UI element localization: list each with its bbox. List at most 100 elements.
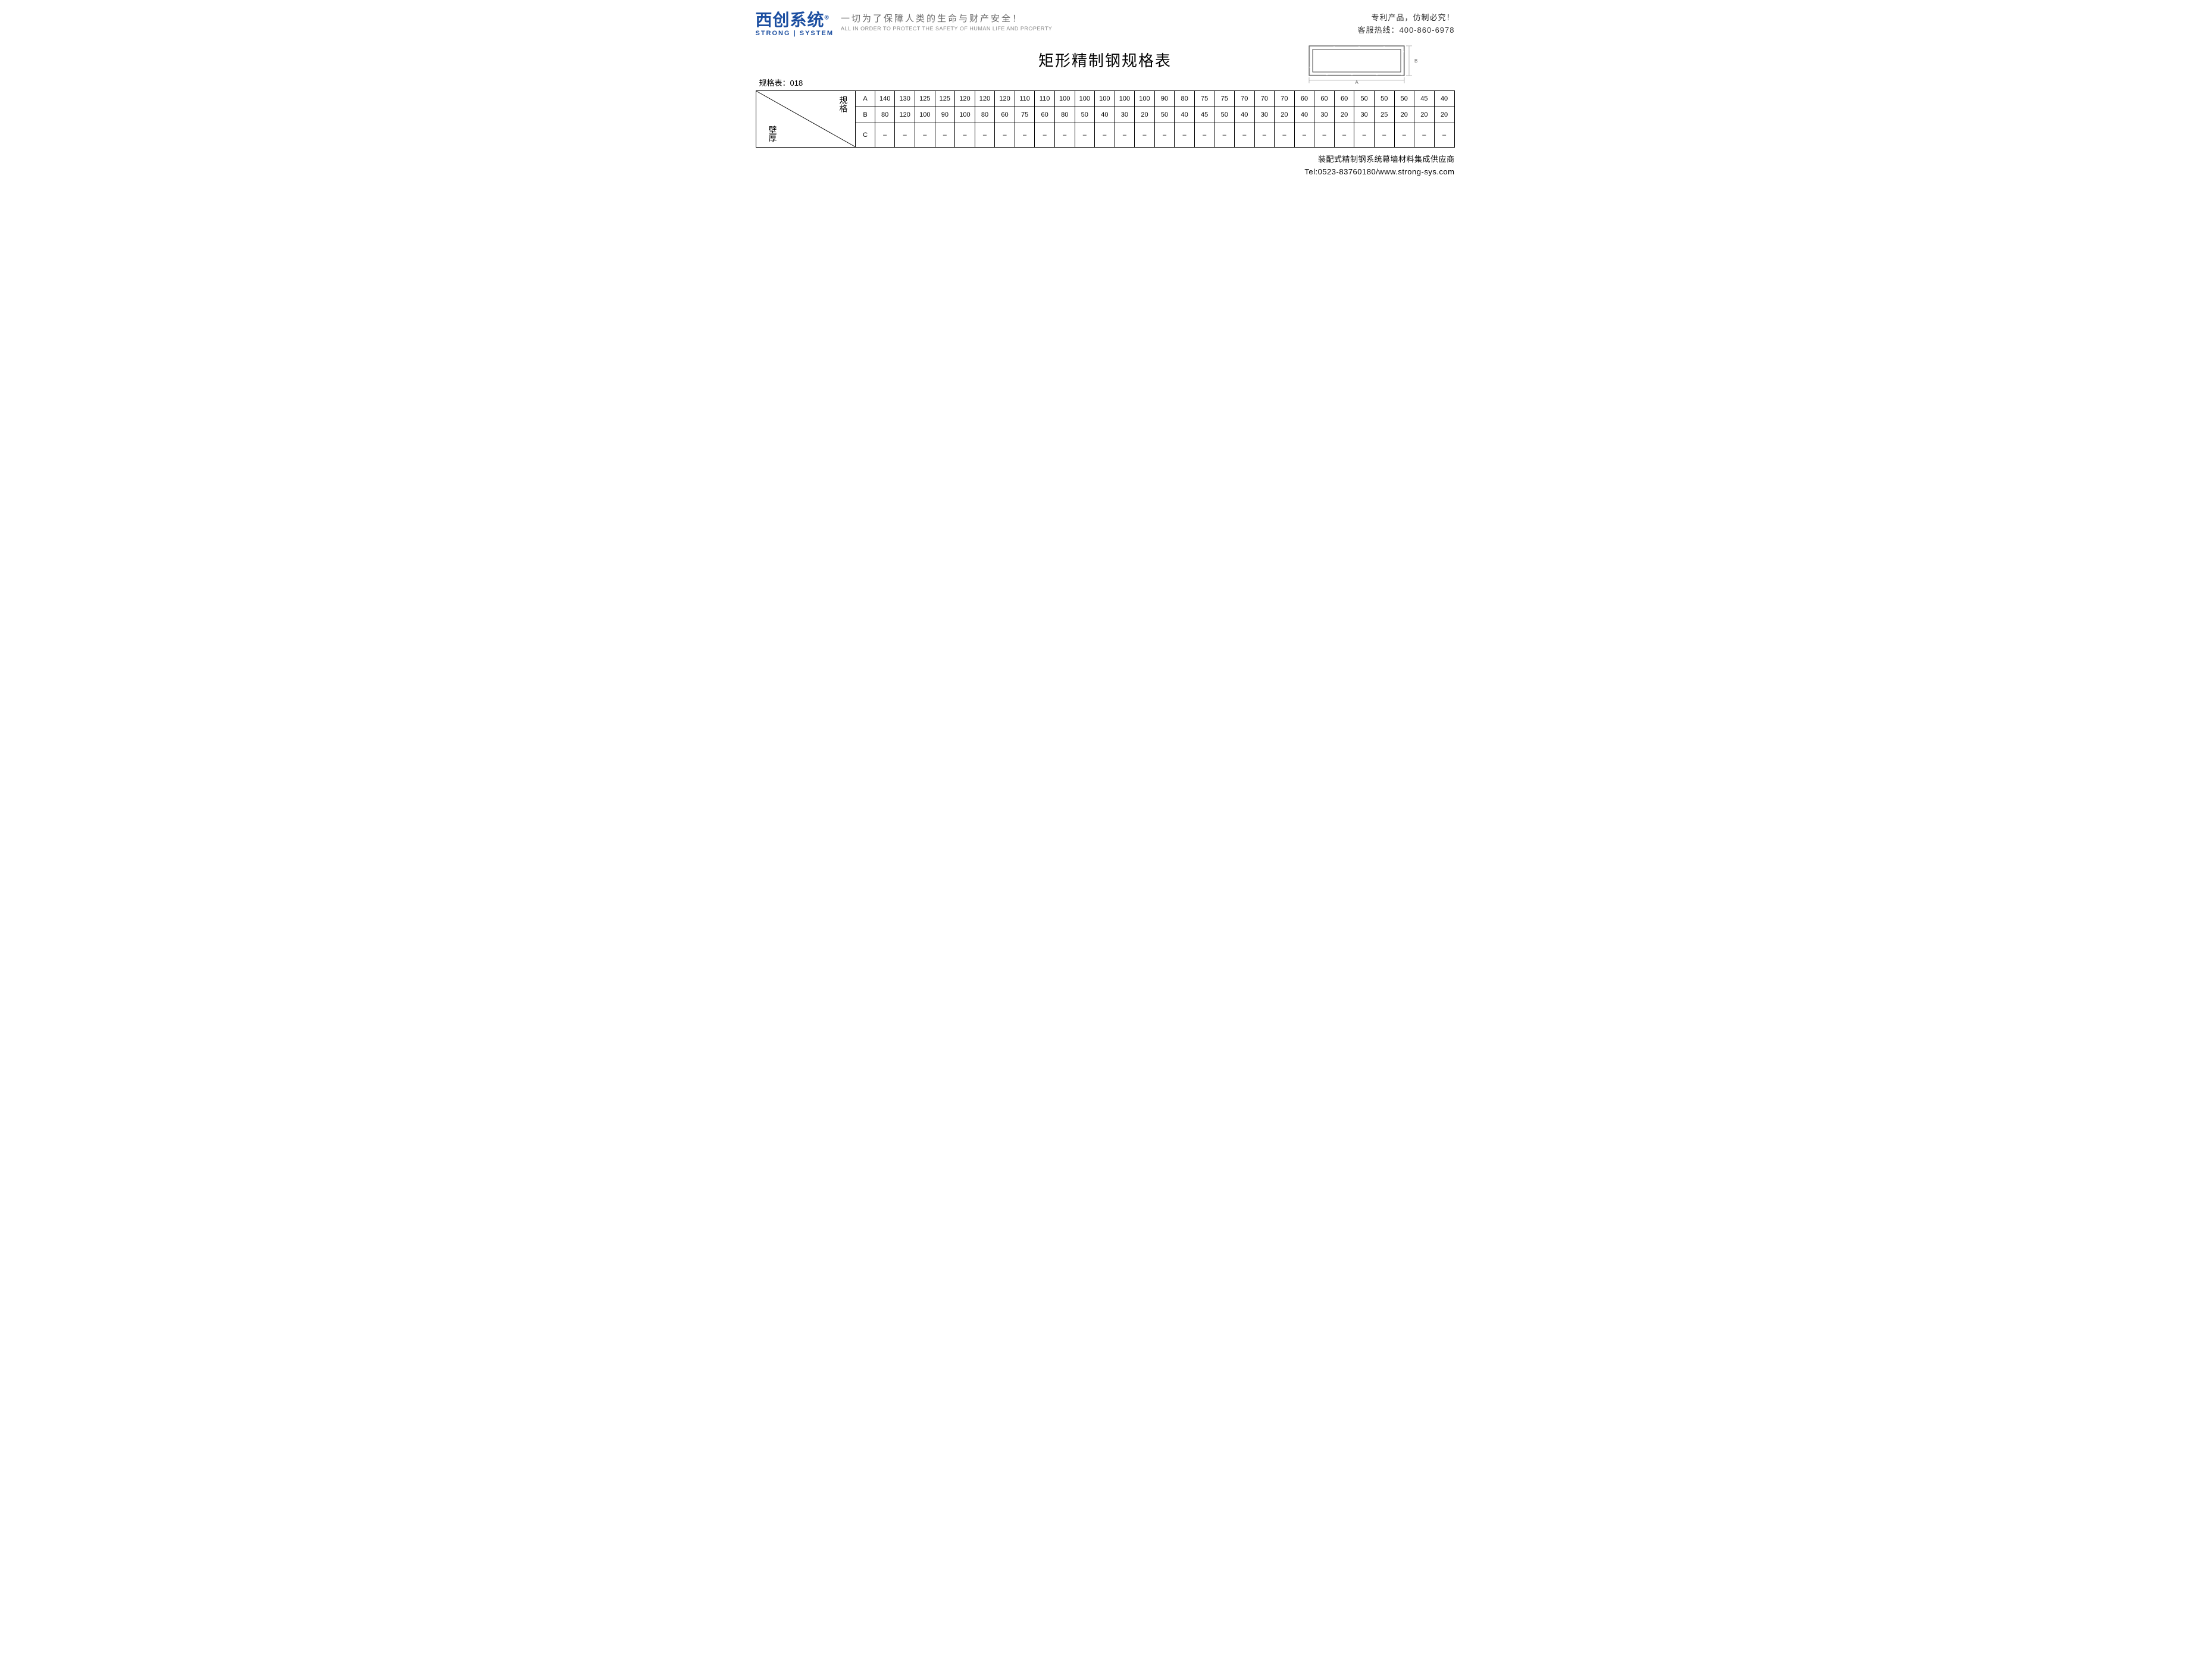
spec-b-10: 50 bbox=[1075, 107, 1095, 123]
spec-a-24: 50 bbox=[1354, 91, 1375, 107]
spec-c-2: – bbox=[915, 123, 935, 148]
spec-a-22: 60 bbox=[1314, 91, 1335, 107]
spec-b-9: 80 bbox=[1054, 107, 1075, 123]
spec-a-21: 60 bbox=[1294, 91, 1314, 107]
spec-b-12: 30 bbox=[1115, 107, 1135, 123]
logo-cn: 西创系统 bbox=[756, 11, 825, 29]
spec-b-23: 20 bbox=[1334, 107, 1354, 123]
title-row: 矩形精制钢规格表 A B bbox=[756, 49, 1455, 71]
spec-a-15: 80 bbox=[1175, 91, 1195, 107]
spec-c-8: – bbox=[1035, 123, 1055, 148]
footer-line1: 装配式精制钢系统幕墙材料集成供应商 bbox=[756, 154, 1455, 166]
slogan-cn: 一切为了保障人类的生命与财产安全！ bbox=[841, 12, 1052, 24]
spec-c-27: – bbox=[1414, 123, 1435, 148]
spec-a-19: 70 bbox=[1254, 91, 1275, 107]
spec-b-4: 100 bbox=[955, 107, 975, 123]
spec-a-4: 120 bbox=[955, 91, 975, 107]
spec-b-24: 30 bbox=[1354, 107, 1375, 123]
svg-text:A: A bbox=[1355, 80, 1358, 85]
spec-table: 规格壁厚A14013012512512012012011011010010010… bbox=[756, 90, 1455, 148]
spec-c-16: – bbox=[1194, 123, 1214, 148]
header: 西创系统® STRONG | SYSTEM 一切为了保障人类的生命与财产安全！ … bbox=[756, 12, 1455, 37]
spec-a-27: 45 bbox=[1414, 91, 1435, 107]
spec-c-1: – bbox=[895, 123, 915, 148]
logo-block: 西创系统® STRONG | SYSTEM 一切为了保障人类的生命与财产安全！ … bbox=[756, 12, 1053, 37]
spec-c-4: – bbox=[955, 123, 975, 148]
spec-b-25: 25 bbox=[1374, 107, 1394, 123]
cross-section-icon: A B bbox=[1306, 43, 1419, 85]
spec-c-21: – bbox=[1294, 123, 1314, 148]
spec-b-20: 20 bbox=[1275, 107, 1295, 123]
spec-a-12: 100 bbox=[1115, 91, 1135, 107]
spec-c-3: – bbox=[935, 123, 955, 148]
spec-a-14: 90 bbox=[1154, 91, 1175, 107]
spec-c-14: – bbox=[1154, 123, 1175, 148]
spec-c-18: – bbox=[1235, 123, 1255, 148]
page: 西创系统® STRONG | SYSTEM 一切为了保障人类的生命与财产安全！ … bbox=[738, 0, 1473, 190]
spec-c-26: – bbox=[1394, 123, 1414, 148]
diagonal-header: 规格壁厚 bbox=[756, 91, 856, 148]
logo: 西创系统® STRONG | SYSTEM bbox=[756, 12, 834, 37]
spec-b-11: 40 bbox=[1095, 107, 1115, 123]
spec-c-10: – bbox=[1075, 123, 1095, 148]
header-right: 专利产品，仿制必究！ 客服热线：400-860-6978 bbox=[1358, 12, 1455, 37]
spec-b-8: 60 bbox=[1035, 107, 1055, 123]
spec-a-11: 100 bbox=[1095, 91, 1115, 107]
spec-c-5: – bbox=[975, 123, 995, 148]
spec-b-19: 30 bbox=[1254, 107, 1275, 123]
row-label-c: C bbox=[856, 123, 875, 148]
spec-a-8: 110 bbox=[1035, 91, 1055, 107]
spec-c-12: – bbox=[1115, 123, 1135, 148]
spec-c-28: – bbox=[1434, 123, 1454, 148]
spec-b-21: 40 bbox=[1294, 107, 1314, 123]
spec-c-17: – bbox=[1214, 123, 1235, 148]
spec-a-23: 60 bbox=[1334, 91, 1354, 107]
spec-b-26: 20 bbox=[1394, 107, 1414, 123]
slogan-en: ALL IN ORDER TO PROTECT THE SAFETY OF HU… bbox=[841, 26, 1052, 32]
spec-c-11: – bbox=[1095, 123, 1115, 148]
spec-a-5: 120 bbox=[975, 91, 995, 107]
spec-a-9: 100 bbox=[1054, 91, 1075, 107]
spec-a-18: 70 bbox=[1235, 91, 1255, 107]
logo-en: STRONG | SYSTEM bbox=[756, 30, 834, 37]
spec-a-7: 110 bbox=[1015, 91, 1035, 107]
logo-reg: ® bbox=[825, 15, 829, 21]
spec-c-15: – bbox=[1175, 123, 1195, 148]
spec-a-26: 50 bbox=[1394, 91, 1414, 107]
spec-b-16: 45 bbox=[1194, 107, 1214, 123]
spec-a-16: 75 bbox=[1194, 91, 1214, 107]
spec-a-13: 100 bbox=[1135, 91, 1155, 107]
spec-a-28: 40 bbox=[1434, 91, 1454, 107]
spec-a-3: 125 bbox=[935, 91, 955, 107]
spec-b-17: 50 bbox=[1214, 107, 1235, 123]
spec-b-15: 40 bbox=[1175, 107, 1195, 123]
spec-a-20: 70 bbox=[1275, 91, 1295, 107]
spec-c-24: – bbox=[1354, 123, 1375, 148]
spec-b-1: 120 bbox=[895, 107, 915, 123]
footer-line2: Tel:0523-83760180/www.strong-sys.com bbox=[756, 166, 1455, 179]
spec-a-17: 75 bbox=[1214, 91, 1235, 107]
spec-a-10: 100 bbox=[1075, 91, 1095, 107]
row-label-b: B bbox=[856, 107, 875, 123]
spec-b-22: 30 bbox=[1314, 107, 1335, 123]
spec-b-13: 20 bbox=[1135, 107, 1155, 123]
spec-b-6: 60 bbox=[995, 107, 1015, 123]
page-title: 矩形精制钢规格表 bbox=[1038, 49, 1172, 71]
spec-a-25: 50 bbox=[1374, 91, 1394, 107]
spec-c-0: – bbox=[875, 123, 895, 148]
spec-c-7: – bbox=[1015, 123, 1035, 148]
spec-b-27: 20 bbox=[1414, 107, 1435, 123]
spec-c-25: – bbox=[1374, 123, 1394, 148]
spec-c-20: – bbox=[1275, 123, 1295, 148]
spec-c-13: – bbox=[1135, 123, 1155, 148]
spec-b-3: 90 bbox=[935, 107, 955, 123]
spec-c-6: – bbox=[995, 123, 1015, 148]
spec-b-18: 40 bbox=[1235, 107, 1255, 123]
spec-b-5: 80 bbox=[975, 107, 995, 123]
spec-b-0: 80 bbox=[875, 107, 895, 123]
spec-b-14: 50 bbox=[1154, 107, 1175, 123]
hotline: 客服热线：400-860-6978 bbox=[1358, 24, 1455, 37]
spec-a-6: 120 bbox=[995, 91, 1015, 107]
spec-a-1: 130 bbox=[895, 91, 915, 107]
spec-a-0: 140 bbox=[875, 91, 895, 107]
